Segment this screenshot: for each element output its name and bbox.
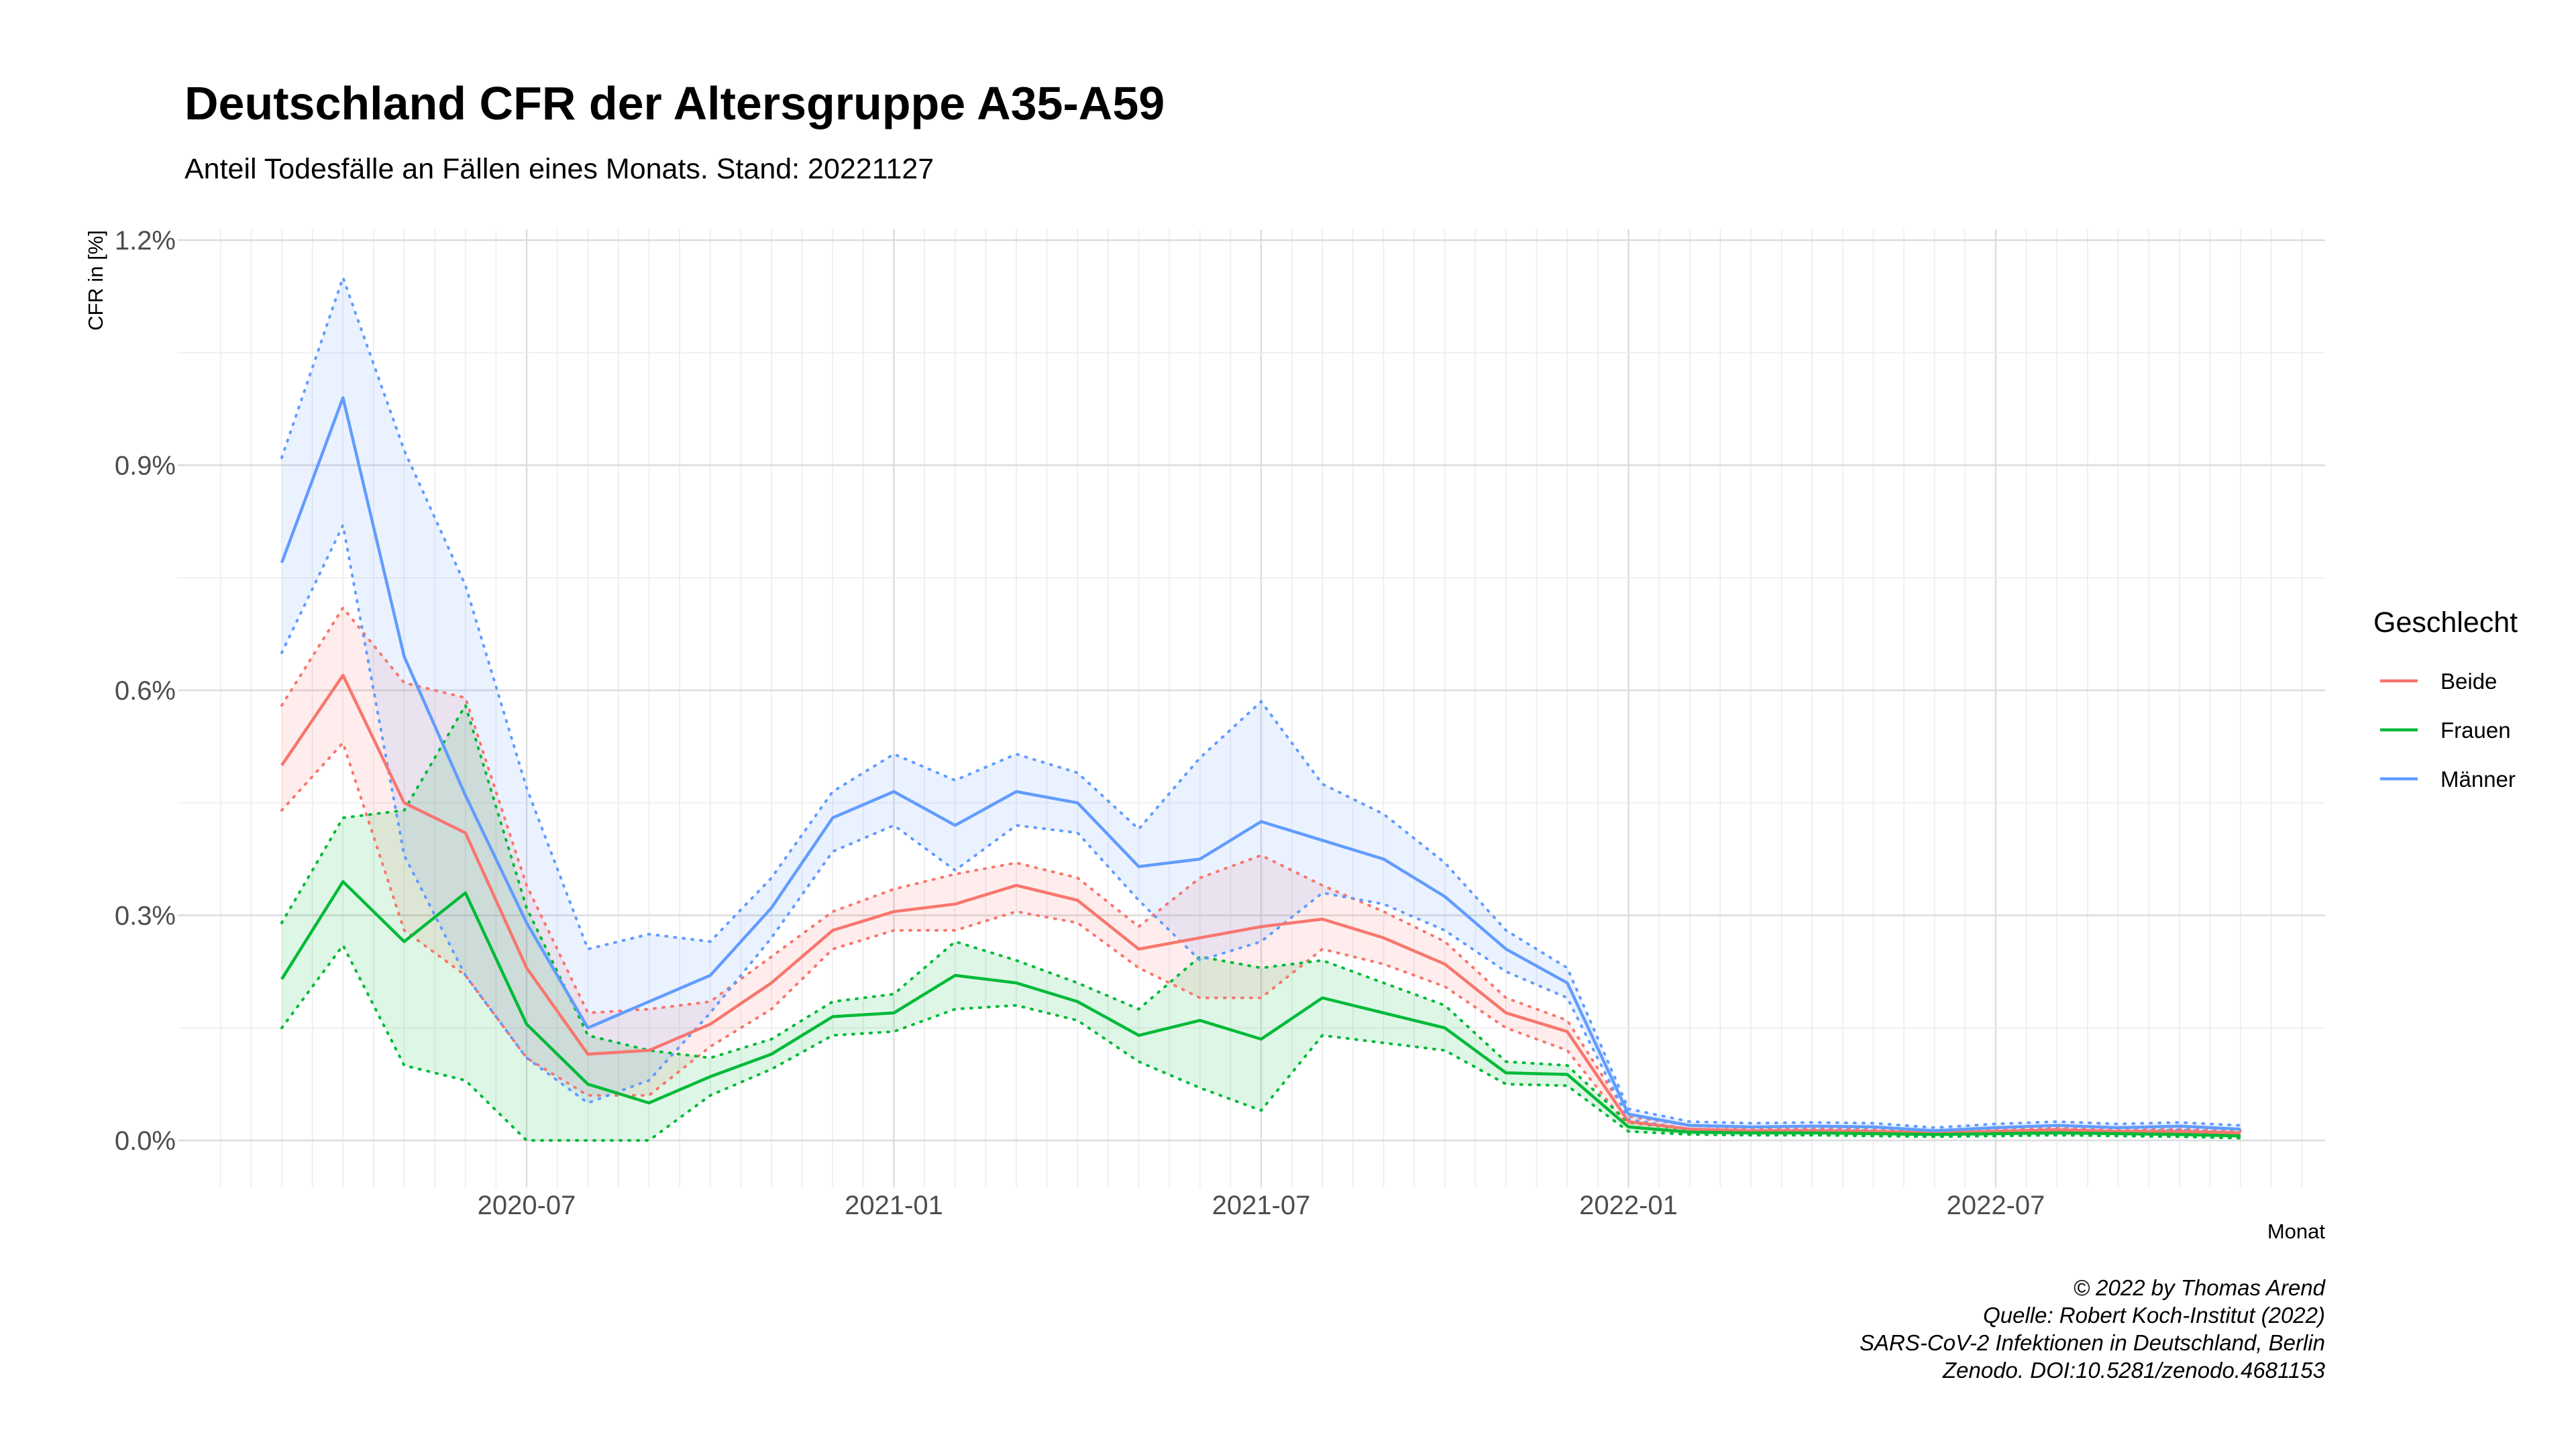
y-tick-label: 0.6% — [115, 676, 176, 706]
series-line-beide — [280, 674, 2241, 1135]
caption-line: Zenodo. DOI:10.5281/zenodo.4681153 — [1942, 1358, 2326, 1383]
legend-label-beide: Beide — [2440, 669, 2497, 694]
x-axis-title: Monat — [2267, 1220, 2326, 1243]
upper-bound-m-nner — [280, 273, 2242, 1130]
chart-subtitle: Anteil Todesfälle an Fällen eines Monats… — [184, 153, 934, 185]
legend-label-frauen: Frauen — [2440, 718, 2511, 743]
caption-line: SARS-CoV-2 Infektionen in Deutschland, B… — [1860, 1330, 2325, 1355]
y-axis-ticks: 0.0% 0.3% 0.6% 0.9% 1.2% — [115, 226, 176, 1156]
confidence-band-m-nner — [282, 277, 2241, 1134]
confidence-band-beide — [282, 608, 2241, 1136]
series-lines — [280, 396, 2241, 1138]
legend-label-m-nner: Männer — [2440, 767, 2516, 792]
series-line-m-nner — [280, 396, 2241, 1132]
series-line-frauen — [280, 879, 2241, 1138]
x-tick-label: 2021-01 — [845, 1191, 943, 1220]
caption-line: © 2022 by Thomas Arend — [2074, 1275, 2326, 1300]
x-tick-label: 2020-07 — [478, 1191, 576, 1220]
caption: © 2022 by Thomas Arend Quelle: Robert Ko… — [1860, 1275, 2326, 1383]
x-tick-label: 2021-07 — [1212, 1191, 1311, 1220]
y-tick-label: 0.0% — [115, 1126, 176, 1156]
y-tick-label: 0.9% — [115, 451, 176, 481]
x-tick-label: 2022-07 — [1947, 1191, 2045, 1220]
chart-title: Deutschland CFR der Altersgruppe A35-A59 — [184, 77, 1165, 129]
legend-title: Geschlecht — [2373, 606, 2518, 639]
y-axis-title: CFR in [%] — [84, 230, 107, 331]
legend: Geschlecht Beide Frauen Männer — [2373, 606, 2518, 792]
lower-bound-frauen — [280, 943, 2242, 1142]
caption-line: Quelle: Robert Koch-Institut (2022) — [1983, 1303, 2325, 1328]
x-tick-label: 2022-01 — [1579, 1191, 1678, 1220]
grid — [178, 229, 2325, 1187]
y-tick-label: 0.3% — [115, 902, 176, 931]
x-axis-ticks: 2020-07 2021-01 2021-07 2022-01 2022-07 — [478, 1191, 2045, 1220]
y-tick-label: 1.2% — [115, 226, 176, 256]
